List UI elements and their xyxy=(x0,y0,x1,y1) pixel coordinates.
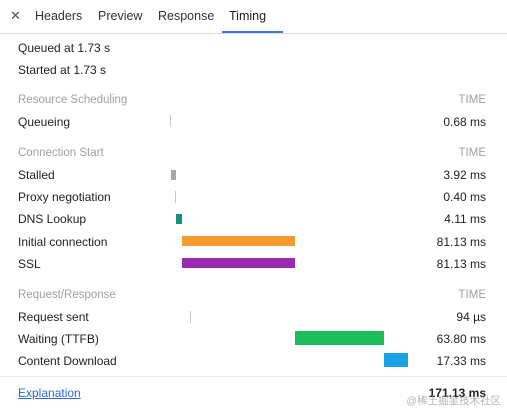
explanation-link[interactable]: Explanation xyxy=(18,386,81,400)
timing-bar-dns-lookup xyxy=(176,214,182,224)
queued-at: Queued at 1.73 s xyxy=(18,41,111,55)
close-icon[interactable]: ✕ xyxy=(10,8,21,23)
tab-preview[interactable]: Preview xyxy=(98,9,143,23)
row-label-request-sent: Request sent xyxy=(18,310,89,324)
section-title-scheduling: Resource Scheduling xyxy=(18,94,128,106)
row-label-proxy-negotiation: Proxy negotiation xyxy=(18,190,111,204)
tab-bar: ✕ Headers Preview Response Timing xyxy=(0,0,507,34)
timing-bar-stalled xyxy=(171,170,176,180)
row-value-queueing: 0.68 ms xyxy=(443,115,486,129)
row-label-content-download: Content Download xyxy=(18,354,117,368)
row-value-ssl: 81.13 ms xyxy=(436,257,486,271)
tab-headers[interactable]: Headers xyxy=(35,9,83,23)
section-title-request: Request/Response xyxy=(18,289,116,301)
row-value-content-download: 17.33 ms xyxy=(436,354,486,368)
time-header-request: TIME xyxy=(458,289,486,301)
time-header-scheduling: TIME xyxy=(458,94,486,106)
row-label-dns-lookup: DNS Lookup xyxy=(18,212,87,226)
timing-bar-content-download xyxy=(384,353,408,367)
tab-response[interactable]: Response xyxy=(158,9,215,23)
row-value-waiting-ttfb: 63.80 ms xyxy=(436,332,486,346)
timing-bar-waiting-ttfb xyxy=(295,331,384,345)
footer-divider xyxy=(0,376,507,377)
row-value-stalled: 3.92 ms xyxy=(443,168,486,182)
tab-timing[interactable]: Timing xyxy=(229,9,267,23)
total-time: 171.13 ms xyxy=(428,386,486,400)
row-label-initial-connection: Initial connection xyxy=(18,235,108,249)
row-value-initial-connection: 81.13 ms xyxy=(436,235,486,249)
row-label-waiting-ttfb: Waiting (TTFB) xyxy=(18,332,99,346)
row-value-proxy-negotiation: 0.40 ms xyxy=(443,190,486,204)
row-value-request-sent: 94 µs xyxy=(456,310,486,324)
started-at: Started at 1.73 s xyxy=(18,63,107,77)
watermark: @稀土掘金技术社区 xyxy=(406,395,501,407)
timing-bar-ssl xyxy=(182,258,295,268)
time-header-connection: TIME xyxy=(458,147,486,159)
timing-tick-queueing xyxy=(170,115,171,127)
timing-tick-request-sent xyxy=(190,311,191,323)
timing-tick-proxy-negotiation xyxy=(175,191,176,203)
active-tab-indicator xyxy=(222,31,283,33)
section-title-connection: Connection Start xyxy=(18,147,104,159)
row-value-dns-lookup: 4.11 ms xyxy=(444,212,486,226)
row-label-queueing: Queueing xyxy=(18,115,71,129)
timing-bar-initial-connection xyxy=(182,236,295,246)
row-label-stalled: Stalled xyxy=(18,168,55,182)
row-label-ssl: SSL xyxy=(18,257,41,271)
